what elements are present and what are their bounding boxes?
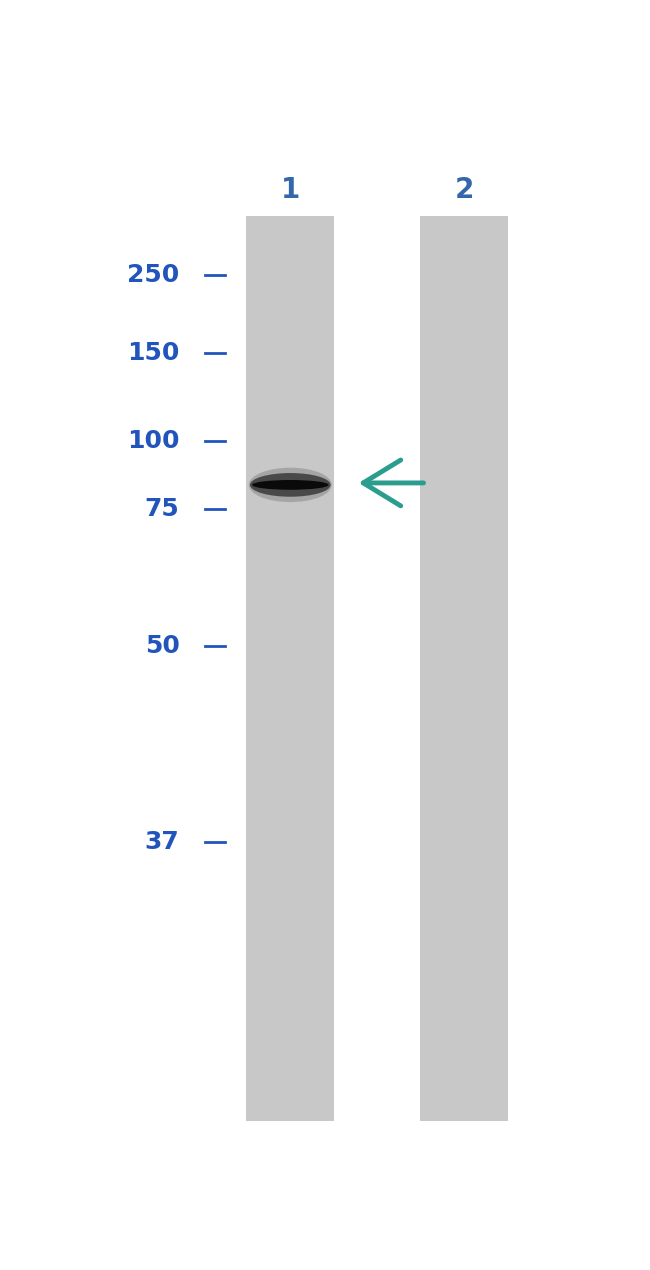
Text: 75: 75 bbox=[145, 498, 179, 521]
Bar bbox=[420, 216, 508, 1120]
Text: 150: 150 bbox=[127, 340, 179, 364]
Ellipse shape bbox=[249, 467, 332, 502]
Text: 100: 100 bbox=[127, 429, 179, 453]
Text: 2: 2 bbox=[454, 175, 474, 203]
Text: 250: 250 bbox=[127, 263, 179, 287]
Text: 1: 1 bbox=[281, 175, 300, 203]
Bar bbox=[246, 216, 334, 1120]
Ellipse shape bbox=[252, 480, 328, 490]
Text: 50: 50 bbox=[144, 634, 179, 658]
Text: 37: 37 bbox=[145, 829, 179, 853]
Ellipse shape bbox=[250, 472, 331, 497]
